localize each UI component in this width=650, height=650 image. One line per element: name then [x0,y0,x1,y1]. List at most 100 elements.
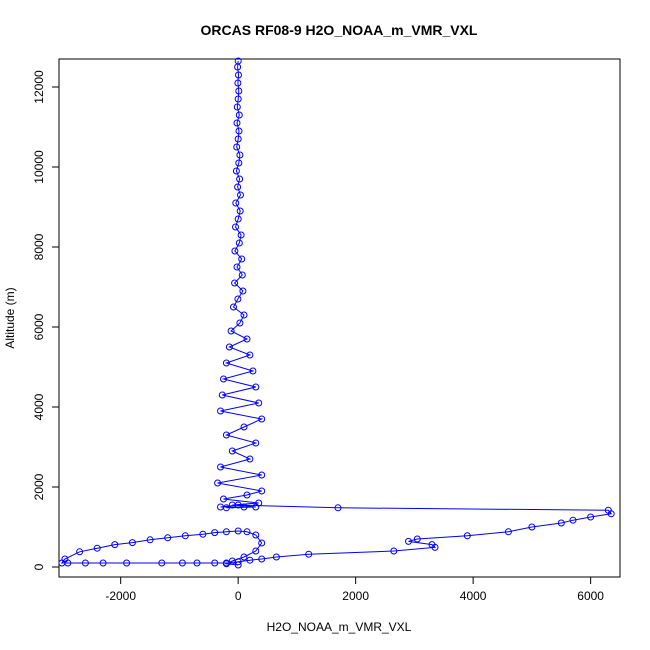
data-point [405,537,412,545]
data-point [199,530,207,538]
data-point [222,359,230,367]
data-point [504,528,512,536]
data-point [249,367,257,375]
data-point [236,175,244,183]
data-point [234,561,242,569]
plot-frame [58,58,621,578]
x-axis: -2000 0 2000 4000 6000 [105,576,604,603]
data-point [236,319,244,327]
data-point [237,231,245,239]
y-tick-label: 6000 [32,313,46,340]
data-point [218,391,226,399]
data-point [225,343,233,351]
data-point [231,247,239,255]
data-point [235,87,243,95]
data-point [238,255,246,263]
y-tick-label: 2000 [32,473,46,500]
data-point [413,535,421,543]
data-point [231,279,239,287]
data-point [81,559,89,567]
data-point [569,516,577,524]
series-line [60,60,613,566]
x-tick-label: 4000 [460,589,487,603]
data-point [234,63,242,71]
data-point [258,415,266,423]
data-point [234,501,242,509]
data-point [76,548,84,556]
x-tick-label: 6000 [577,589,604,603]
data-point [236,151,244,159]
data-point [158,559,166,567]
x-axis-label: H2O_NOAA_m_VMR_VXL [267,620,412,634]
data-point [243,528,251,536]
data-point [222,528,230,536]
data-point [237,191,244,199]
x-tick-label: -2000 [105,589,136,603]
data-point [99,559,107,567]
data-point [272,553,280,561]
data-point [557,519,565,527]
data-point [238,271,246,279]
data-point [222,431,230,439]
data-point [240,311,248,319]
y-tick-label: 4000 [32,393,46,420]
data-point [240,553,248,561]
data-point [235,127,243,135]
data-point [93,544,101,552]
y-tick-label: 10000 [32,150,46,184]
data-point [230,303,237,311]
data-point [227,327,235,335]
data-point [246,455,254,463]
data-point [233,103,241,111]
x-tick-label: 0 [235,589,242,603]
data-point [234,135,242,143]
data-point [164,534,172,542]
data-point [431,543,439,551]
data-point [390,547,398,555]
data-point [214,479,222,487]
y-tick-label: 0 [32,563,46,570]
data-point [252,503,260,511]
data-point [239,287,247,295]
data-point [243,491,251,499]
data-point [235,71,242,79]
data-point [128,539,136,547]
data-point [61,555,69,563]
data-point [111,541,119,549]
data-point [252,383,260,391]
data-point [233,143,241,151]
data-point [211,559,219,567]
data-point [463,532,471,540]
data-point [220,495,227,503]
data-point [607,510,615,518]
y-axis: 0 2000 4000 6000 8000 10000 12000 [32,70,60,570]
data-point [258,539,266,547]
y-axis-label: Altitude (m) [3,287,17,348]
data-point [258,487,266,495]
data-point [232,167,240,175]
data-point [146,536,154,544]
data-point [246,556,254,564]
chart-title: ORCAS RF08-9 H2O_NOAA_m_VMR_VXL [201,22,478,38]
data-point [217,503,224,511]
data-point [235,111,243,119]
data-point [587,513,595,521]
data-point [234,183,242,191]
data-point [217,463,224,471]
data-point [235,239,243,247]
data-point [233,119,241,127]
data-point [233,263,241,271]
data-point [234,79,242,87]
data-point [232,223,239,231]
data-point [123,559,131,567]
data-point [220,375,227,383]
data-point [258,555,266,563]
data-point [236,207,244,215]
data-point [217,407,224,415]
x-tick-label: 2000 [342,589,369,603]
data-point [246,351,254,359]
data-point [243,335,251,343]
data-point [305,550,313,558]
data-point [211,529,219,537]
